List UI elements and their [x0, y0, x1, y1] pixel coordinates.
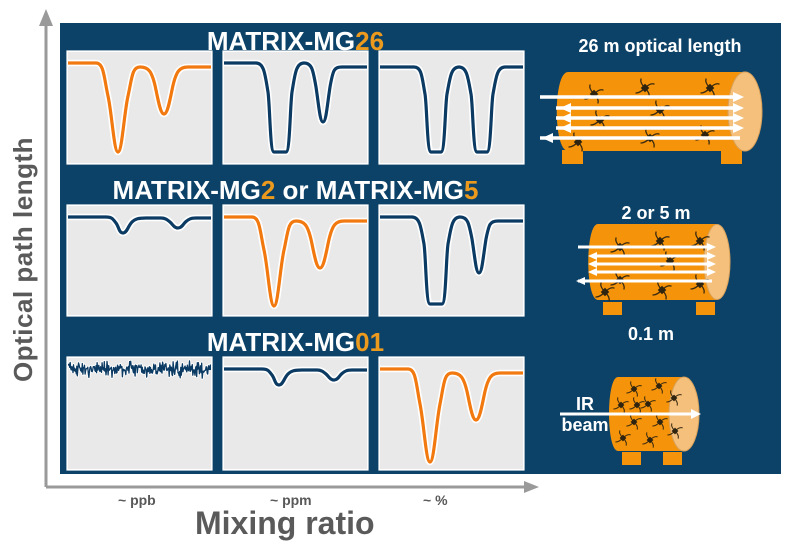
svg-text:IR: IR	[576, 394, 594, 414]
svg-text:2 or 5 m: 2 or 5 m	[621, 203, 690, 223]
svg-text:beam: beam	[561, 415, 608, 435]
svg-text:0.1 m: 0.1 m	[628, 324, 674, 344]
svg-text:26 m optical length: 26 m optical length	[578, 36, 741, 56]
